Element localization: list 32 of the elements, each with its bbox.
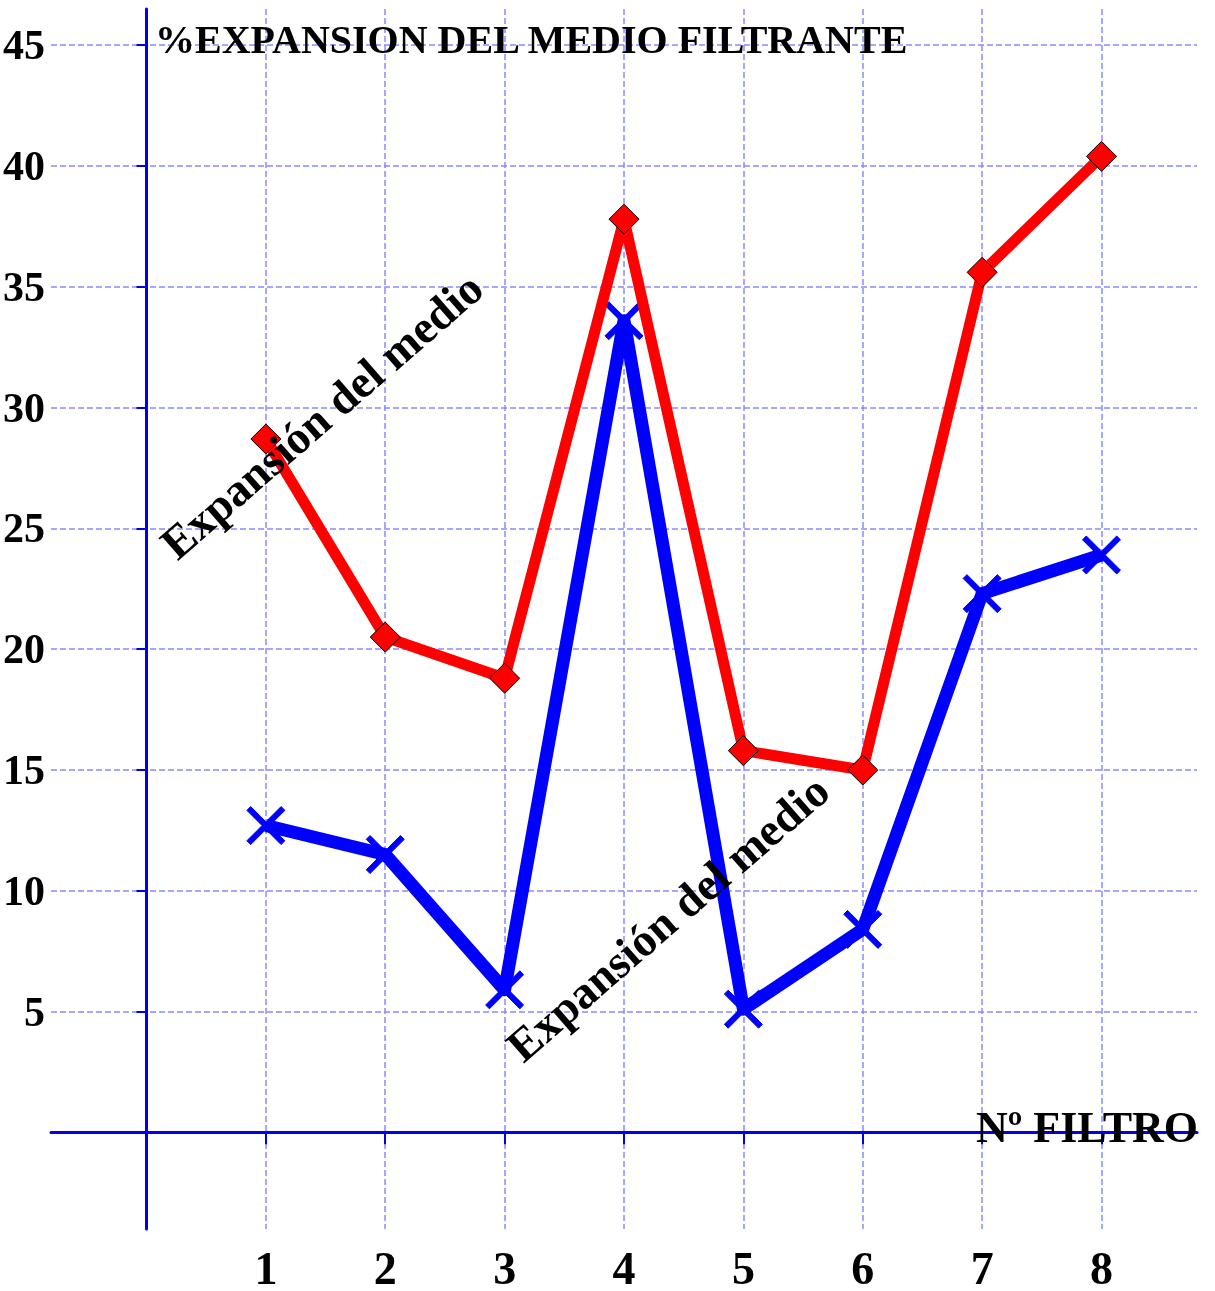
y-tick-label: 20	[3, 626, 45, 673]
point	[604, 301, 644, 341]
x-tick-label: 5	[731, 1242, 755, 1291]
y-tick-label: 45	[3, 22, 45, 69]
x-tick-label: 7	[970, 1242, 994, 1291]
x-tick-label: 1	[254, 1242, 278, 1291]
point	[365, 835, 405, 875]
y-tick-label: 30	[3, 384, 45, 431]
x-tick-label: 8	[1090, 1242, 1113, 1291]
x-tick-label: 3	[493, 1242, 517, 1291]
point	[246, 806, 286, 846]
point	[723, 989, 763, 1029]
point	[1082, 535, 1121, 575]
point	[608, 203, 640, 235]
y-tick-label: 25	[3, 505, 45, 552]
y-tick-label: 35	[3, 263, 45, 310]
x-tick-label: 4	[612, 1242, 636, 1291]
chart-title: %EXPANSION DEL MEDIO FILTRANTE	[155, 16, 908, 62]
point	[962, 574, 1002, 614]
y-tick-label: 40	[3, 143, 45, 190]
point	[843, 909, 883, 949]
point	[847, 754, 879, 786]
point	[966, 256, 998, 288]
y-tick-label: 15	[3, 746, 45, 793]
point	[1086, 140, 1117, 172]
y-tick-label: 10	[3, 867, 45, 914]
x-tick-label: 6	[851, 1242, 875, 1291]
point	[727, 735, 759, 767]
point	[489, 662, 521, 694]
x-tick-label: 2	[373, 1242, 397, 1291]
y-tick-label: 5	[24, 988, 45, 1035]
point	[369, 621, 401, 653]
